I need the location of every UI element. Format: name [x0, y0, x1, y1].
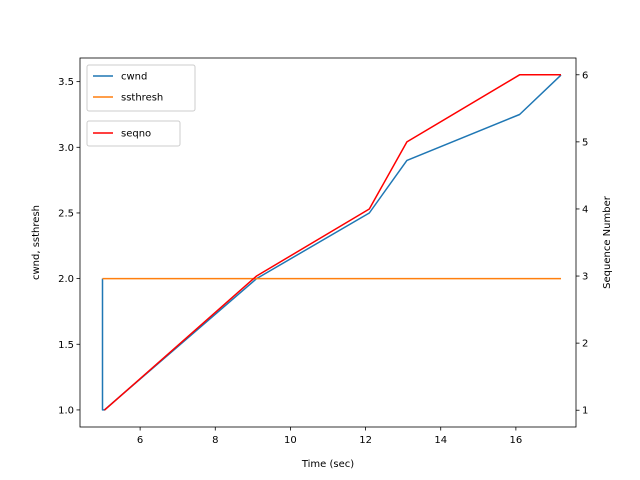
- legend-label-ssthresh: ssthresh: [121, 93, 163, 104]
- legend-label-seqno: seqno: [121, 129, 151, 140]
- y-tick-label: 1.0: [58, 405, 74, 416]
- y2-axis-ticks: 1 2 3 4 5 6: [576, 70, 588, 417]
- y-tick-label: 1.5: [58, 340, 74, 351]
- y2-tick-label: 1: [582, 406, 588, 417]
- y-tick-label: 2.0: [58, 274, 74, 285]
- y-tick-label: 3.5: [58, 77, 74, 88]
- series-line-cwnd: [101, 74, 562, 411]
- series-layer: [101, 74, 562, 411]
- y-axis-title: cwnd, ssthresh: [31, 205, 42, 280]
- plot-frame: [79, 57, 577, 428]
- y2-tick-label: 5: [582, 137, 588, 148]
- y2-tick-label: 6: [582, 70, 588, 81]
- x-tick-label: 12: [359, 435, 372, 446]
- x-tick-label: 10: [284, 435, 297, 446]
- x-axis-ticks: 6 8 10 12 14 16: [137, 427, 522, 446]
- y-tick-label: 2.5: [58, 208, 74, 219]
- legend-primary: cwnd ssthresh: [86, 64, 196, 112]
- x-tick-label: 14: [434, 435, 447, 446]
- y2-axis-title: Sequence Number: [602, 195, 613, 289]
- legend-secondary: seqno: [86, 120, 181, 147]
- series-line-seqno: [103, 74, 561, 411]
- legend-secondary-box: [86, 120, 181, 147]
- x-tick-label: 16: [510, 435, 523, 446]
- legend-primary-box: [86, 64, 196, 112]
- plot-background: [80, 58, 576, 427]
- x-tick-label: 6: [137, 435, 143, 446]
- x-axis-title: Time (sec): [301, 459, 354, 470]
- y2-tick-label: 3: [582, 272, 588, 283]
- y-tick-label: 3.0: [58, 143, 74, 154]
- y2-tick-label: 2: [582, 339, 588, 350]
- legend-label-cwnd: cwnd: [121, 72, 147, 83]
- x-tick-label: 8: [212, 435, 218, 446]
- y2-tick-label: 4: [582, 204, 588, 215]
- y-axis-ticks: 1.0 1.5 2.0 2.5 3.0 3.5: [58, 77, 80, 416]
